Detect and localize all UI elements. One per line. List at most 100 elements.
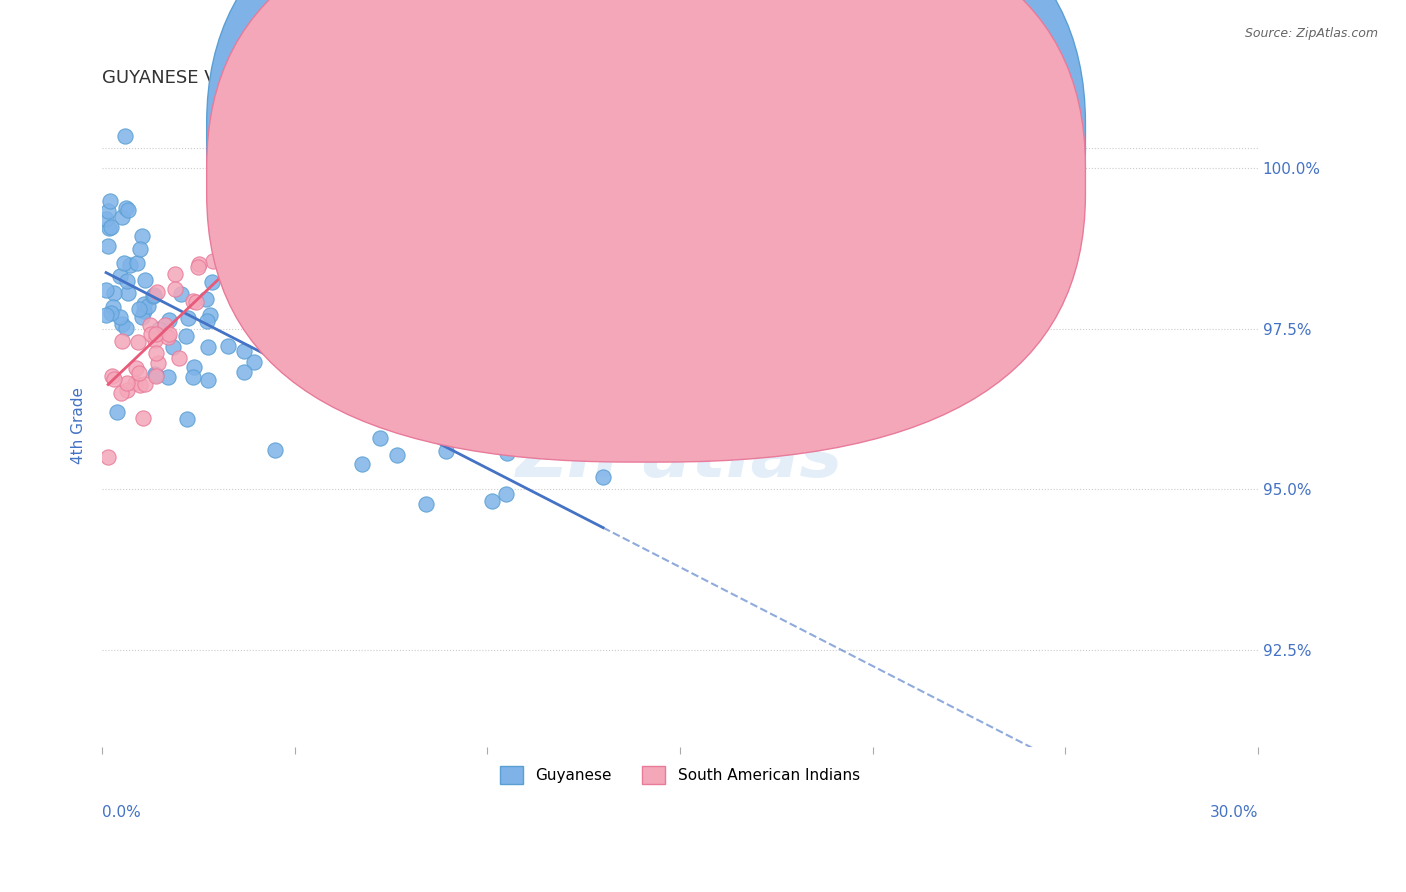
Point [219, 227, 242, 241]
Point [111, 211, 134, 225]
Point [142, 289, 165, 303]
Point [439, 399, 461, 413]
Point [224, 269, 246, 284]
Point [142, 288, 165, 302]
Point [177, 311, 200, 326]
Point [156, 369, 179, 384]
Point [214, 263, 236, 277]
Point [496, 446, 519, 460]
Point [368, 128, 391, 143]
Point [233, 343, 256, 358]
Point [202, 254, 225, 268]
Point [157, 326, 180, 341]
Point [169, 351, 191, 365]
Point [170, 286, 193, 301]
Point [215, 240, 238, 254]
Point [278, 326, 301, 340]
Y-axis label: 4th Grade: 4th Grade [72, 386, 86, 464]
Point [352, 457, 374, 471]
Point [187, 260, 209, 274]
Point [128, 378, 150, 392]
Point [200, 275, 222, 289]
Text: GUYANESE VS SOUTH AMERICAN INDIAN 4TH GRADE CORRELATION CHART: GUYANESE VS SOUTH AMERICAN INDIAN 4TH GR… [103, 69, 779, 87]
Point [263, 442, 285, 457]
Point [134, 297, 156, 311]
Point [103, 285, 125, 300]
Point [243, 354, 266, 368]
Point [242, 297, 264, 311]
Point [112, 256, 135, 270]
Point [287, 366, 309, 380]
Point [128, 366, 150, 380]
Point [262, 268, 284, 282]
Point [471, 128, 494, 143]
Point [181, 370, 204, 384]
Point [114, 201, 136, 215]
Point [194, 293, 217, 307]
Point [96, 283, 118, 297]
Point [94, 308, 117, 322]
Point [117, 274, 139, 288]
Point [162, 340, 184, 354]
Point [385, 448, 408, 462]
Point [146, 285, 169, 299]
Point [129, 242, 152, 256]
Text: 0.0%: 0.0% [103, 805, 141, 820]
Text: 30.0%: 30.0% [1209, 805, 1258, 820]
Text: ZIPatlas: ZIPatlas [516, 423, 844, 491]
Point [165, 282, 187, 296]
Point [124, 376, 146, 390]
Point [176, 411, 198, 425]
Point [197, 340, 219, 354]
Text: R =  0.511   N = 43: R = 0.511 N = 43 [682, 168, 855, 183]
Point [181, 294, 204, 309]
Point [415, 497, 437, 511]
Point [117, 202, 139, 217]
Point [495, 487, 517, 501]
Point [105, 405, 128, 419]
Point [134, 304, 156, 318]
Point [214, 245, 236, 260]
Point [174, 329, 197, 343]
Point [94, 212, 117, 227]
Point [200, 308, 222, 322]
Point [145, 345, 167, 359]
Point [134, 377, 156, 392]
Point [115, 383, 138, 397]
Point [103, 372, 125, 386]
Point [117, 285, 139, 300]
Point [101, 300, 124, 314]
Point [145, 327, 167, 342]
Point [298, 299, 321, 313]
Point [156, 330, 179, 344]
Text: Source: ZipAtlas.com: Source: ZipAtlas.com [1244, 27, 1378, 40]
Point [114, 128, 136, 143]
Point [146, 356, 169, 370]
Point [131, 411, 153, 425]
Point [368, 430, 391, 444]
Point [197, 314, 219, 328]
Point [98, 221, 121, 235]
Point [128, 302, 150, 317]
Point [118, 258, 141, 272]
Text: R = -0.328   N = 79: R = -0.328 N = 79 [682, 125, 855, 140]
Point [136, 299, 159, 313]
Point [165, 268, 187, 282]
Point [97, 203, 120, 218]
Legend: Guyanese, South American Indians: Guyanese, South American Indians [494, 760, 866, 790]
Point [155, 318, 177, 332]
Point [134, 273, 156, 287]
Point [110, 334, 132, 349]
Point [295, 357, 318, 371]
Point [110, 385, 132, 400]
Point [131, 228, 153, 243]
Point [125, 360, 148, 375]
Point [139, 327, 162, 342]
Point [143, 333, 166, 347]
Point [434, 443, 457, 458]
Point [131, 310, 153, 324]
Point [100, 369, 122, 384]
Point [148, 321, 170, 335]
Point [97, 450, 120, 464]
Point [125, 256, 148, 270]
